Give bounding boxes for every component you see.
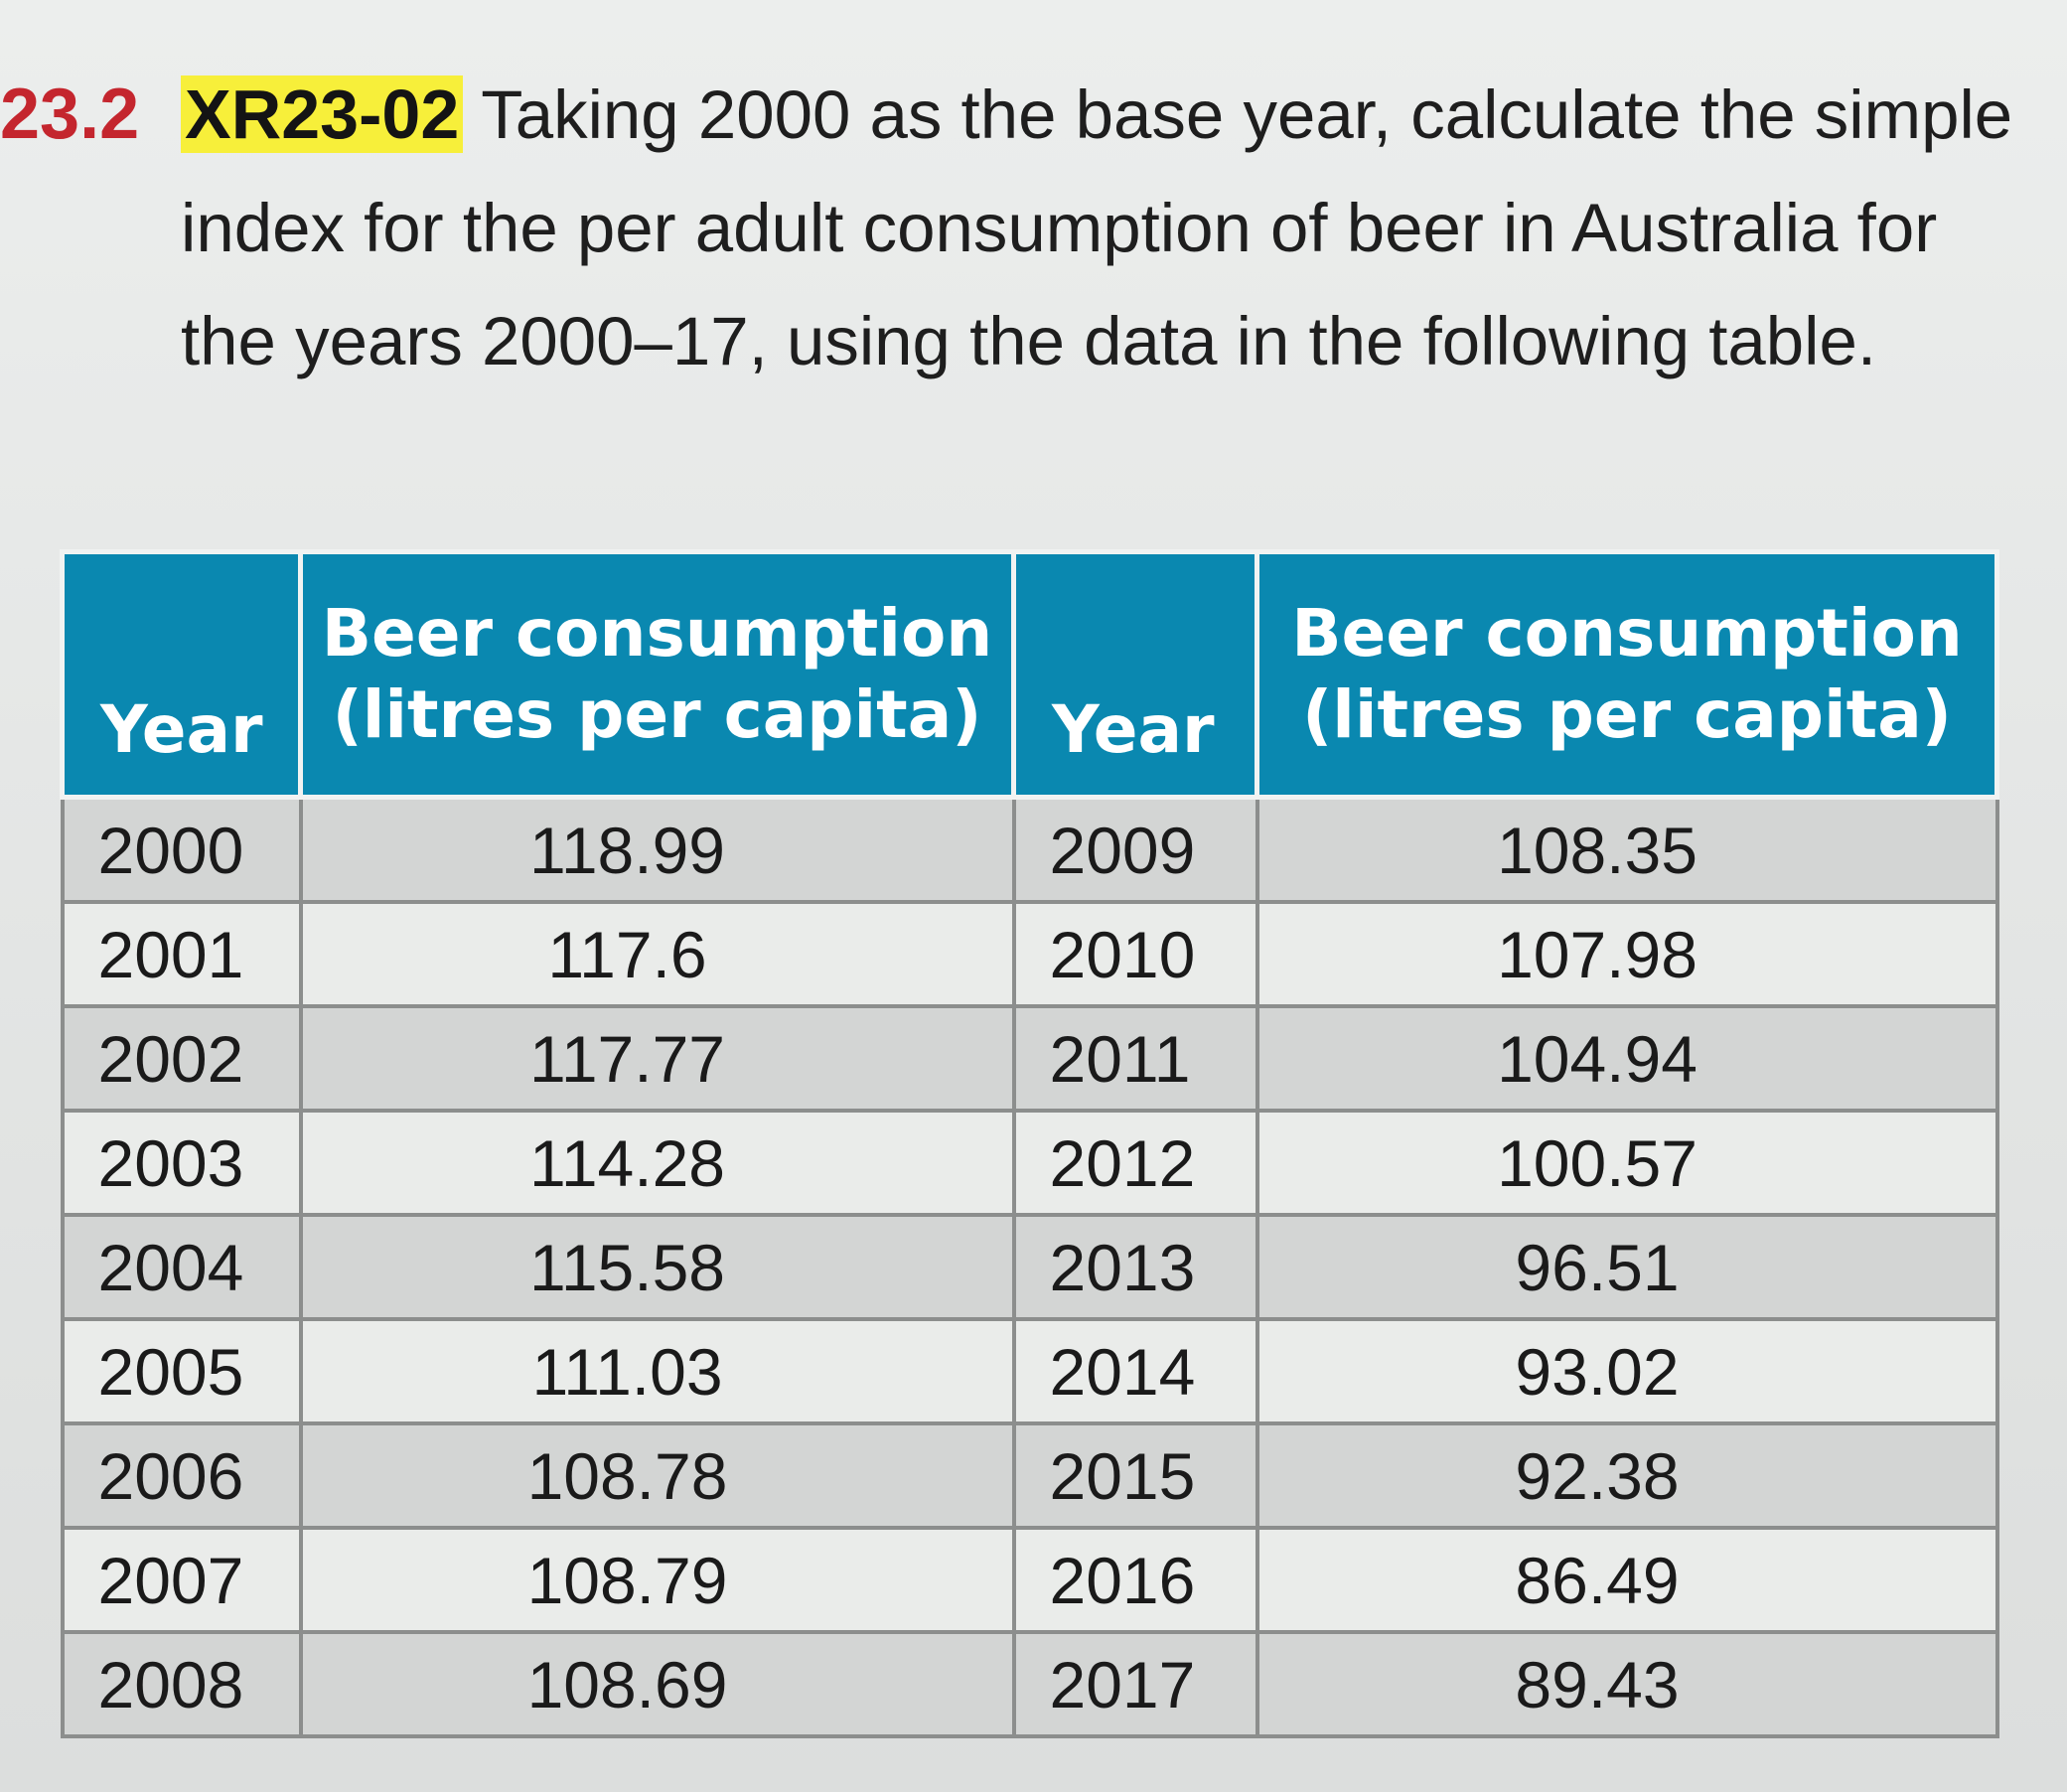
- header-consumption-line2: (litres per capita): [1302, 676, 1952, 753]
- consumption-cell: 108.35: [1255, 795, 1999, 904]
- exercise-number: 23.2: [0, 75, 140, 154]
- table-row: 2001 117.6 2010 107.98: [60, 900, 1999, 1008]
- year-cell: 2001: [60, 900, 303, 1008]
- consumption-cell: 117.6: [298, 900, 1016, 1008]
- year-cell: 2000: [60, 795, 303, 904]
- year-cell: 2003: [60, 1109, 303, 1217]
- year-cell: 2009: [1011, 795, 1259, 904]
- table-row: 2004 115.58 2013 96.51: [60, 1213, 1999, 1321]
- data-table: Year Beer consumption (litres per capita…: [60, 549, 1999, 1738]
- consumption-cell: 92.38: [1255, 1421, 1999, 1530]
- table-header-row: Year Beer consumption (litres per capita…: [60, 549, 1999, 800]
- year-cell: 2002: [60, 1004, 303, 1113]
- consumption-cell: 111.03: [298, 1317, 1016, 1425]
- year-cell: 2010: [1011, 900, 1259, 1008]
- year-cell: 2012: [1011, 1109, 1259, 1217]
- consumption-cell: 96.51: [1255, 1213, 1999, 1321]
- table-row: 2005 111.03 2014 93.02: [60, 1317, 1999, 1425]
- consumption-cell: 93.02: [1255, 1317, 1999, 1425]
- header-year-right: Year: [1011, 549, 1259, 800]
- header-consumption-line1: Beer consumption: [321, 595, 993, 672]
- table-body: 2000 118.99 2009 108.35 2001 117.6 2010 107.98 2…: [60, 795, 1999, 1738]
- header-consumption-right: Beer consumption (litres per capita): [1255, 549, 1999, 800]
- year-cell: 2013: [1011, 1213, 1259, 1321]
- consumption-cell: 115.58: [298, 1213, 1016, 1321]
- consumption-cell: 114.28: [298, 1109, 1016, 1217]
- year-cell: 2005: [60, 1317, 303, 1425]
- exercise-question: Taking 2000 as the base year, calculate …: [181, 76, 2013, 379]
- header-year-left: Year: [60, 549, 303, 800]
- consumption-cell: 100.57: [1255, 1109, 1999, 1217]
- year-cell: 2007: [60, 1526, 303, 1634]
- consumption-cell: 108.69: [298, 1630, 1016, 1738]
- header-consumption-line2: (litres per capita): [332, 676, 982, 753]
- year-cell: 2015: [1011, 1421, 1259, 1530]
- year-cell: 2014: [1011, 1317, 1259, 1425]
- table-row: 2007 108.79 2016 86.49: [60, 1526, 1999, 1634]
- consumption-cell: 104.94: [1255, 1004, 1999, 1113]
- beer-consumption-table: Year Beer consumption (litres per capita…: [60, 549, 1999, 1738]
- consumption-cell: 107.98: [1255, 900, 1999, 1008]
- year-cell: 2004: [60, 1213, 303, 1321]
- header-consumption-left: Beer consumption (litres per capita): [298, 549, 1016, 800]
- year-cell: 2011: [1011, 1004, 1259, 1113]
- exercise-text: XR23-02 Taking 2000 as the base year, ca…: [181, 58, 2028, 398]
- table-row: 2008 108.69 2017 89.43: [60, 1630, 1999, 1738]
- consumption-cell: 118.99: [298, 795, 1016, 904]
- year-cell: 2016: [1011, 1526, 1259, 1634]
- year-cell: 2008: [60, 1630, 303, 1738]
- year-cell: 2017: [1011, 1630, 1259, 1738]
- table-row: 2003 114.28 2012 100.57: [60, 1109, 1999, 1217]
- table-row: 2006 108.78 2015 92.38: [60, 1421, 1999, 1530]
- data-file-code: XR23-02: [181, 75, 464, 153]
- table-row: 2000 118.99 2009 108.35: [60, 795, 1999, 904]
- header-consumption-line1: Beer consumption: [1291, 595, 1963, 672]
- consumption-cell: 108.79: [298, 1526, 1016, 1634]
- table-row: 2002 117.77 2011 104.94: [60, 1004, 1999, 1113]
- consumption-cell: 117.77: [298, 1004, 1016, 1113]
- year-cell: 2006: [60, 1421, 303, 1530]
- consumption-cell: 86.49: [1255, 1526, 1999, 1634]
- consumption-cell: 108.78: [298, 1421, 1016, 1530]
- consumption-cell: 89.43: [1255, 1630, 1999, 1738]
